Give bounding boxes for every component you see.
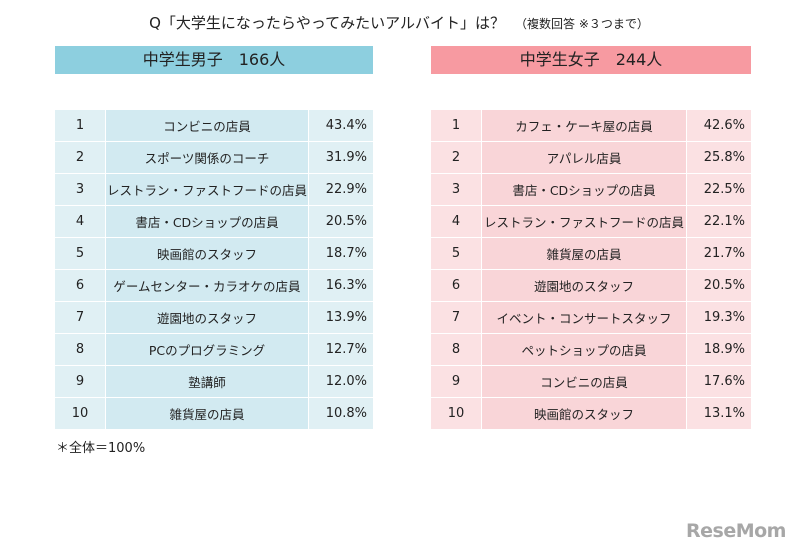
boys-rank-cell: 2 xyxy=(55,141,105,173)
girls-percent-cell: 17.6% xyxy=(686,365,751,397)
boys-rank-cell: 9 xyxy=(55,365,105,397)
girls-job-cell: ペットショップの店員 xyxy=(481,333,686,365)
boys-rank-cell: 1 xyxy=(55,110,105,141)
chart-title: Q「大学生になったらやってみたいアルバイト」は？ （複数回答 ※３つまで） xyxy=(0,12,798,33)
boys-table-row: 2 スポーツ関係のコーチ 31.9% xyxy=(55,141,373,173)
girls-table-row: 6 遊園地のスタッフ 20.5% xyxy=(431,269,751,301)
boys-table-row: 1 コンビニの店員 43.4% xyxy=(55,110,373,141)
boys-job-cell: 映画館のスタッフ xyxy=(105,237,308,269)
boys-rank-cell: 6 xyxy=(55,269,105,301)
girls-rank-cell: 5 xyxy=(431,237,481,269)
girls-rank-cell: 1 xyxy=(431,110,481,141)
boys-job-cell: レストラン・ファストフードの店員 xyxy=(105,173,308,205)
girls-job-cell: 雑貨屋の店員 xyxy=(481,237,686,269)
girls-job-cell: コンビニの店員 xyxy=(481,365,686,397)
boys-table-row: 4 書店・CDショップの店員 20.5% xyxy=(55,205,373,237)
girls-job-cell: アパレル店員 xyxy=(481,141,686,173)
boys-rank-cell: 5 xyxy=(55,237,105,269)
girls-percent-cell: 19.3% xyxy=(686,301,751,333)
girls-table-row: 7 イベント・コンサートスタッフ 19.3% xyxy=(431,301,751,333)
girls-rank-cell: 6 xyxy=(431,269,481,301)
girls-percent-cell: 20.5% xyxy=(686,269,751,301)
boys-job-cell: コンビニの店員 xyxy=(105,110,308,141)
boys-percent-cell: 22.9% xyxy=(308,173,373,205)
boys-job-cell: ゲームセンター・カラオケの店員 xyxy=(105,269,308,301)
girls-percent-cell: 42.6% xyxy=(686,110,751,141)
girls-table-row: 8 ペットショップの店員 18.9% xyxy=(431,333,751,365)
girls-table-row: 1 カフェ・ケーキ屋の店員 42.6% xyxy=(431,110,751,141)
boys-job-cell: 遊園地のスタッフ xyxy=(105,301,308,333)
footnote: ＊全体＝100% xyxy=(56,441,146,456)
boys-table-row: 10 雑貨屋の店員 10.8% xyxy=(55,397,373,429)
girls-table-row: 3 書店・CDショップの店員 22.5% xyxy=(431,173,751,205)
boys-percent-cell: 31.9% xyxy=(308,141,373,173)
girls-rank-cell: 7 xyxy=(431,301,481,333)
girls-job-cell: イベント・コンサートスタッフ xyxy=(481,301,686,333)
boys-table-row: 8 PCのプログラミング 12.7% xyxy=(55,333,373,365)
boys-table-row: 5 映画館のスタッフ 18.7% xyxy=(55,237,373,269)
boys-job-cell: 塾講師 xyxy=(105,365,308,397)
question-text: Q「大学生になったらやってみたいアルバイト」は？ xyxy=(149,14,506,32)
girls-percent-cell: 22.5% xyxy=(686,173,751,205)
girls-percent-cell: 25.8% xyxy=(686,141,751,173)
girls-table-row: 5 雑貨屋の店員 21.7% xyxy=(431,237,751,269)
boys-table-row: 6 ゲームセンター・カラオケの店員 16.3% xyxy=(55,269,373,301)
girls-percent-cell: 22.1% xyxy=(686,205,751,237)
boys-percent-cell: 43.4% xyxy=(308,110,373,141)
answer-note: （複数回答 ※３つまで） xyxy=(515,17,649,31)
boys-rank-cell: 8 xyxy=(55,333,105,365)
boys-percent-cell: 10.8% xyxy=(308,397,373,429)
girls-ranking-table: 1 カフェ・ケーキ屋の店員 42.6% 2 アパレル店員 25.8% 3 書店・CDショップの… xyxy=(431,110,751,429)
boys-table-row: 3 レストラン・ファストフードの店員 22.9% xyxy=(55,173,373,205)
boys-rank-cell: 3 xyxy=(55,173,105,205)
boys-job-cell: 雑貨屋の店員 xyxy=(105,397,308,429)
girls-table-row: 2 アパレル店員 25.8% xyxy=(431,141,751,173)
boys-job-cell: 書店・CDショップの店員 xyxy=(105,205,308,237)
boys-job-cell: スポーツ関係のコーチ xyxy=(105,141,308,173)
boys-table-row: 7 遊園地のスタッフ 13.9% xyxy=(55,301,373,333)
girls-table-header: 中学生女子 244人 xyxy=(431,46,751,74)
girls-job-cell: 映画館のスタッフ xyxy=(481,397,686,429)
boys-rank-cell: 4 xyxy=(55,205,105,237)
girls-rank-cell: 8 xyxy=(431,333,481,365)
girls-rank-cell: 4 xyxy=(431,205,481,237)
boys-table-row: 9 塾講師 12.0% xyxy=(55,365,373,397)
girls-job-cell: 書店・CDショップの店員 xyxy=(481,173,686,205)
boys-percent-cell: 13.9% xyxy=(308,301,373,333)
girls-percent-cell: 13.1% xyxy=(686,397,751,429)
resemom-logo: ReseMom xyxy=(686,520,786,542)
boys-percent-cell: 12.0% xyxy=(308,365,373,397)
girls-rank-cell: 9 xyxy=(431,365,481,397)
boys-rank-cell: 10 xyxy=(55,397,105,429)
girls-job-cell: 遊園地のスタッフ xyxy=(481,269,686,301)
girls-job-cell: レストラン・ファストフードの店員 xyxy=(481,205,686,237)
girls-table-row: 4 レストラン・ファストフードの店員 22.1% xyxy=(431,205,751,237)
boys-percent-cell: 18.7% xyxy=(308,237,373,269)
girls-rank-cell: 3 xyxy=(431,173,481,205)
girls-percent-cell: 18.9% xyxy=(686,333,751,365)
boys-ranking-table: 1 コンビニの店員 43.4% 2 スポーツ関係のコーチ 31.9% 3 レストラン・ファスト… xyxy=(55,110,373,429)
girls-rank-cell: 2 xyxy=(431,141,481,173)
girls-job-cell: カフェ・ケーキ屋の店員 xyxy=(481,110,686,141)
girls-rank-cell: 10 xyxy=(431,397,481,429)
girls-percent-cell: 21.7% xyxy=(686,237,751,269)
girls-table-row: 9 コンビニの店員 17.6% xyxy=(431,365,751,397)
boys-percent-cell: 20.5% xyxy=(308,205,373,237)
boys-table-header: 中学生男子 166人 xyxy=(55,46,373,74)
girls-table-row: 10 映画館のスタッフ 13.1% xyxy=(431,397,751,429)
boys-rank-cell: 7 xyxy=(55,301,105,333)
boys-percent-cell: 12.7% xyxy=(308,333,373,365)
boys-job-cell: PCのプログラミング xyxy=(105,333,308,365)
boys-percent-cell: 16.3% xyxy=(308,269,373,301)
